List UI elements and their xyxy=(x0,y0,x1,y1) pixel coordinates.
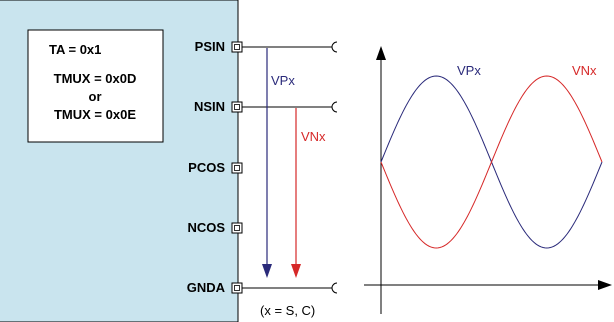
y-axis xyxy=(376,46,386,314)
pin-label-ncos: NCOS xyxy=(187,220,225,235)
wire-psin xyxy=(242,41,338,53)
wire-nsin xyxy=(242,101,338,113)
pin-pcos xyxy=(231,162,243,174)
pin-label-pcos: PCOS xyxy=(188,160,225,175)
channel-note: (x = S, C) xyxy=(260,303,315,318)
pin-label-psin: PSIN xyxy=(195,39,225,54)
vn-waveform xyxy=(380,75,603,249)
settings-or: or xyxy=(89,89,102,104)
settings-tmux-1: TMUX = 0x0D xyxy=(54,71,137,86)
vp-waveform-label: VPx xyxy=(457,63,481,78)
pin-gnda xyxy=(231,282,243,294)
vn-measurement-label: VNx xyxy=(301,129,326,144)
pin-label-gnda: GNDA xyxy=(187,280,226,295)
pin-label-nsin: NSIN xyxy=(194,99,225,114)
wire-gnda xyxy=(242,282,338,294)
vp-measurement-label: VPx xyxy=(271,73,295,88)
pin-psin xyxy=(231,41,243,53)
vn-waveform-label: VNx xyxy=(572,63,597,78)
pin-ncos xyxy=(231,222,243,234)
settings-tmux-2: TMUX = 0x0E xyxy=(54,107,136,122)
settings-ta: TA = 0x1 xyxy=(49,42,101,57)
x-axis xyxy=(364,280,612,290)
vp-measurement-arrow xyxy=(262,48,272,278)
settings-box xyxy=(27,29,164,143)
pin-nsin xyxy=(231,101,243,113)
vn-measurement-arrow xyxy=(291,108,301,278)
